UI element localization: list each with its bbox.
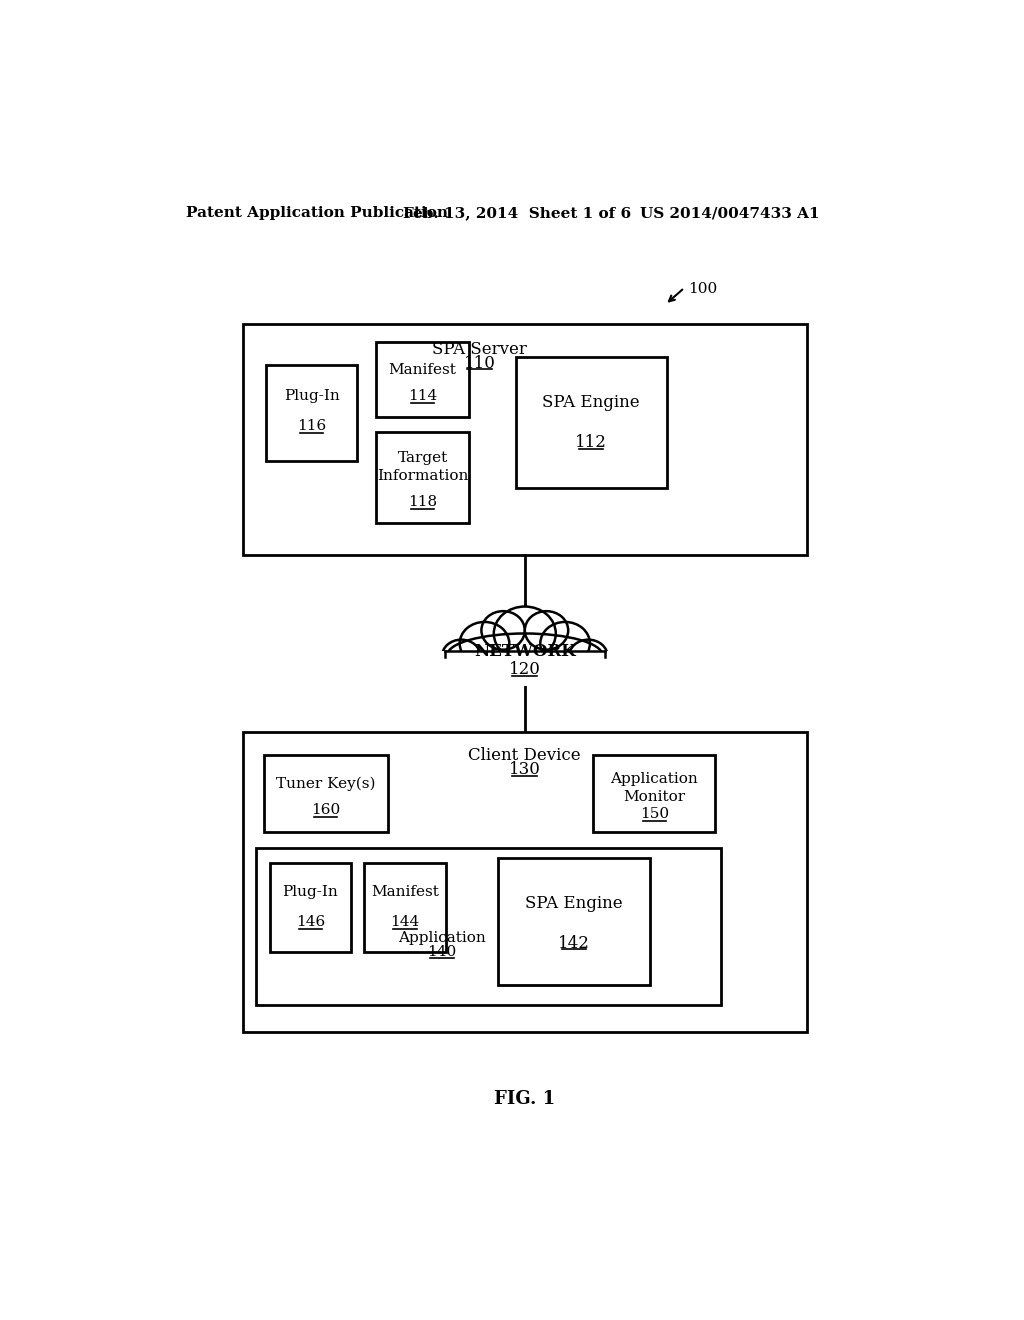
Text: SPA Server: SPA Server bbox=[432, 341, 527, 358]
Text: 146: 146 bbox=[296, 915, 326, 929]
Ellipse shape bbox=[494, 607, 556, 660]
Text: 114: 114 bbox=[408, 389, 437, 404]
Text: 110: 110 bbox=[464, 355, 496, 372]
Text: 130: 130 bbox=[509, 762, 541, 779]
Bar bbox=[439, 651, 610, 686]
Ellipse shape bbox=[442, 640, 480, 673]
Text: Client Device: Client Device bbox=[469, 747, 581, 764]
Text: 116: 116 bbox=[297, 418, 327, 433]
Bar bbox=[515, 358, 667, 488]
Ellipse shape bbox=[447, 634, 602, 677]
Text: Application: Application bbox=[398, 931, 485, 945]
Text: FIG. 1: FIG. 1 bbox=[495, 1090, 555, 1107]
Text: 160: 160 bbox=[311, 803, 340, 817]
Text: NETWORK: NETWORK bbox=[474, 643, 575, 660]
Bar bbox=[365, 863, 445, 952]
Ellipse shape bbox=[541, 622, 590, 665]
Text: Manifest: Manifest bbox=[371, 884, 439, 899]
Text: 144: 144 bbox=[390, 915, 420, 929]
Text: Target
Information: Target Information bbox=[377, 451, 468, 483]
Bar bbox=[266, 364, 357, 461]
Text: 140: 140 bbox=[427, 945, 457, 958]
Text: Tuner Key(s): Tuner Key(s) bbox=[275, 776, 376, 791]
Text: 118: 118 bbox=[408, 495, 437, 510]
Text: SPA Engine: SPA Engine bbox=[525, 895, 623, 912]
Text: Manifest: Manifest bbox=[388, 363, 457, 378]
Bar bbox=[256, 847, 721, 1006]
Bar bbox=[243, 733, 807, 1032]
Text: Application
Monitor: Application Monitor bbox=[610, 772, 698, 804]
Text: Feb. 13, 2014  Sheet 1 of 6: Feb. 13, 2014 Sheet 1 of 6 bbox=[403, 206, 631, 220]
Text: Plug-In: Plug-In bbox=[284, 389, 340, 404]
Bar bbox=[263, 755, 388, 832]
Text: 120: 120 bbox=[509, 661, 541, 678]
Text: 142: 142 bbox=[558, 935, 590, 952]
Bar bbox=[499, 858, 649, 985]
Ellipse shape bbox=[569, 640, 607, 673]
Text: 150: 150 bbox=[640, 807, 669, 821]
Bar bbox=[376, 342, 469, 417]
Text: US 2014/0047433 A1: US 2014/0047433 A1 bbox=[640, 206, 819, 220]
Ellipse shape bbox=[524, 611, 568, 649]
Bar bbox=[243, 323, 807, 554]
Text: Patent Application Publication: Patent Application Publication bbox=[186, 206, 449, 220]
Bar bbox=[270, 863, 351, 952]
Text: 112: 112 bbox=[575, 434, 607, 451]
Text: 100: 100 bbox=[688, 281, 718, 296]
Ellipse shape bbox=[460, 622, 509, 665]
Bar bbox=[593, 755, 716, 832]
Text: Plug-In: Plug-In bbox=[283, 884, 338, 899]
Bar bbox=[376, 432, 469, 523]
Text: SPA Engine: SPA Engine bbox=[543, 395, 640, 411]
Ellipse shape bbox=[481, 611, 525, 649]
